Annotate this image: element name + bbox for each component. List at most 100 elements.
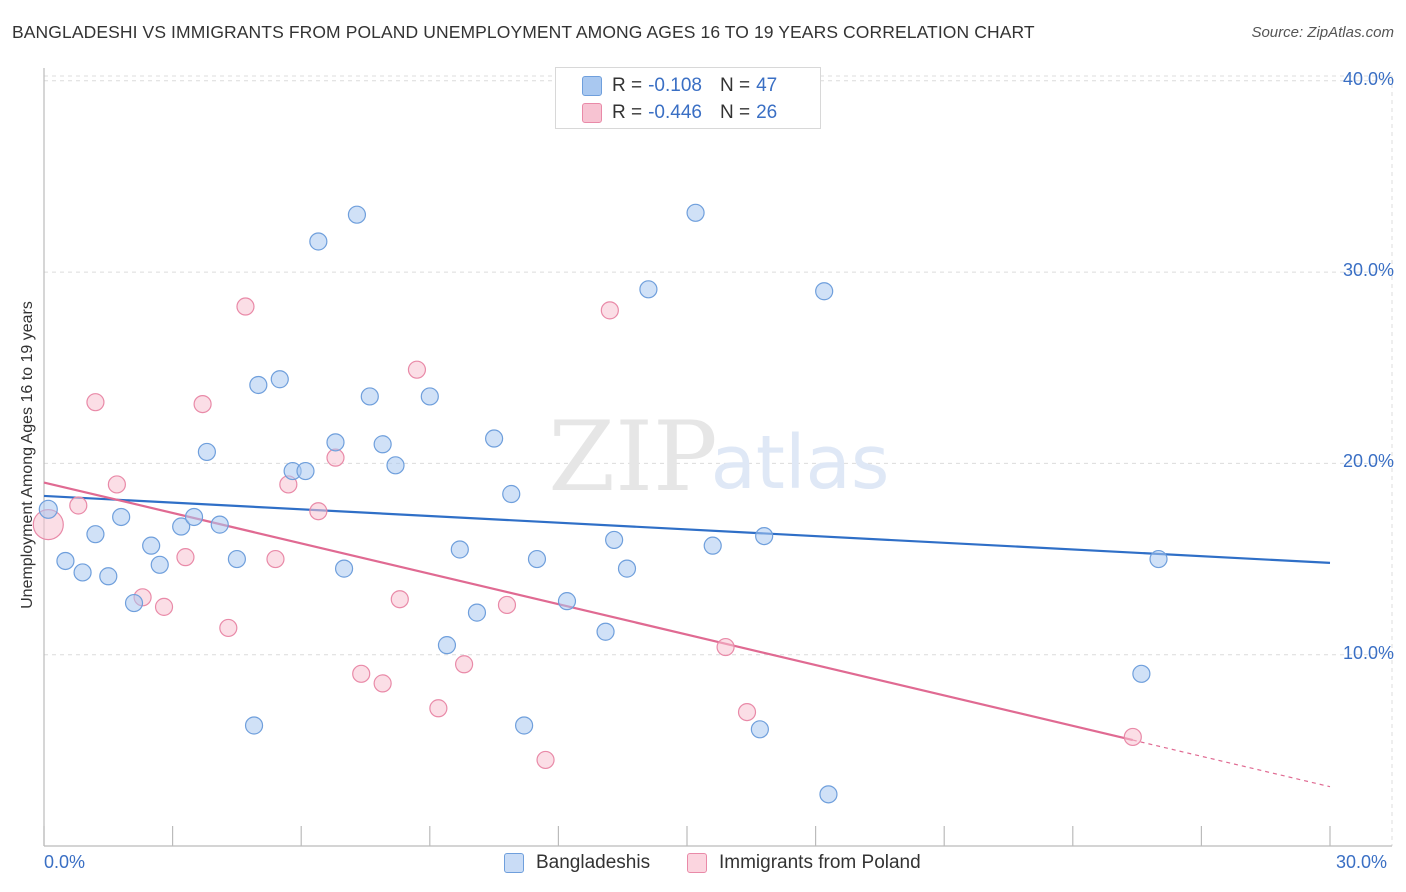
point-bangladeshis xyxy=(347,205,367,224)
point-poland xyxy=(219,618,238,638)
point-bangladeshis xyxy=(99,567,118,586)
point-bangladeshis xyxy=(639,280,658,299)
point-bangladeshis xyxy=(703,536,722,555)
point-bangladeshis xyxy=(227,549,246,569)
legend-label-bangladeshis: Bangladeshis xyxy=(536,852,651,873)
point-poland xyxy=(309,502,328,521)
point-bangladeshis xyxy=(244,716,264,735)
point-bangladeshis xyxy=(197,442,216,462)
point-bangladeshis xyxy=(386,456,405,475)
legend-row-poland: R = -0.446 N = 26 xyxy=(582,100,777,126)
point-bangladeshis xyxy=(56,551,75,571)
point-bangladeshis xyxy=(686,203,705,222)
point-bangladeshis xyxy=(515,716,534,735)
legend-swatch-bangladeshis xyxy=(582,76,602,96)
point-bangladeshis xyxy=(450,540,469,559)
point-poland xyxy=(536,750,555,770)
trend-line-0 xyxy=(43,494,1331,564)
legend-swatch-poland xyxy=(687,853,707,873)
point-bangladeshis xyxy=(755,526,774,546)
point-poland xyxy=(716,637,735,657)
point-bangladeshis xyxy=(309,232,328,251)
point-bangladeshis xyxy=(86,525,105,544)
point-bangladeshis xyxy=(172,517,191,536)
legend-r-label: R = xyxy=(612,102,643,123)
point-bangladeshis xyxy=(420,387,439,406)
point-bangladeshis xyxy=(437,636,457,655)
point-poland xyxy=(390,590,409,609)
point-bangladeshis xyxy=(334,559,354,578)
point-poland xyxy=(236,297,255,316)
chart-title: BANGLADESHI VS IMMIGRANTS FROM POLAND UN… xyxy=(12,22,1035,42)
point-poland xyxy=(326,448,345,467)
point-bangladeshis xyxy=(296,461,315,481)
trend-line-extension-1 xyxy=(1132,739,1331,788)
point-bangladeshis xyxy=(502,484,521,504)
legend-n-value: 26 xyxy=(756,102,778,123)
point-poland xyxy=(154,597,174,616)
point-bangladeshis xyxy=(270,370,289,389)
legend-swatch-poland xyxy=(582,103,602,123)
point-bangladeshis xyxy=(184,507,204,527)
point-poland xyxy=(86,393,105,412)
point-poland xyxy=(454,655,474,674)
x-tick-max: 30.0% xyxy=(1336,852,1388,872)
legend-swatch-bangladeshis xyxy=(504,853,524,873)
point-poland xyxy=(193,394,212,414)
point-bangladeshis xyxy=(605,530,624,550)
series-legend: Bangladeshis Immigrants from Poland xyxy=(0,852,1406,876)
point-bangladeshis xyxy=(150,555,169,574)
point-poland xyxy=(737,702,757,722)
point-poland xyxy=(429,699,448,718)
point-bangladeshis xyxy=(38,499,58,519)
point-poland xyxy=(107,475,126,494)
point-bangladeshis xyxy=(467,603,487,622)
legend-row-bangladeshis: R = -0.108 N = 47 xyxy=(582,73,777,99)
point-bangladeshis xyxy=(373,435,392,454)
point-bangladeshis xyxy=(750,720,769,739)
point-bangladeshis xyxy=(1149,549,1168,569)
legend-n-value: 47 xyxy=(756,75,778,96)
point-bangladeshis xyxy=(73,563,92,582)
point-poland xyxy=(352,664,371,683)
correlation-legend: R = -0.108 N = 47 R = -0.446 N = 26 xyxy=(555,67,821,129)
source-credit: Source: ZipAtlas.com xyxy=(1251,24,1394,41)
watermark-atlas: atlas xyxy=(711,420,890,506)
y-tick-label: 20.0% xyxy=(1342,451,1394,472)
point-bangladeshis xyxy=(527,549,547,569)
legend-n-label: N = xyxy=(719,75,751,96)
point-poland xyxy=(69,496,88,515)
y-tick-label: 10.0% xyxy=(1342,642,1394,663)
point-poland xyxy=(407,360,427,379)
watermark-zip: ZIP xyxy=(548,401,717,513)
point-bangladeshis xyxy=(249,375,268,395)
point-poland xyxy=(1123,727,1142,747)
point-bangladeshis xyxy=(485,429,504,448)
axes xyxy=(43,68,1392,847)
y-tick-label: 40.0% xyxy=(1342,68,1394,89)
point-bangladeshis xyxy=(557,592,577,611)
point-bangladeshis xyxy=(326,433,345,452)
point-bangladeshis xyxy=(360,387,379,406)
point-bangladeshis xyxy=(142,536,161,555)
gridlines xyxy=(44,75,1393,846)
point-bangladeshis xyxy=(596,622,615,641)
legend-item-bangladeshis[interactable]: Bangladeshis xyxy=(504,852,650,874)
legend-label-poland: Immigrants from Poland xyxy=(719,852,921,873)
trend-line-1 xyxy=(43,481,1134,742)
point-bangladeshis xyxy=(1132,664,1151,683)
point-bangladeshis xyxy=(210,515,229,534)
point-bangladeshis xyxy=(617,559,637,578)
data-points xyxy=(32,203,1168,804)
legend-item-poland[interactable]: Immigrants from Poland xyxy=(687,852,921,874)
x-tick-min: 0.0% xyxy=(44,852,86,872)
legend-r-value: -0.446 xyxy=(648,102,702,123)
y-tick-label: 30.0% xyxy=(1342,260,1394,281)
point-poland xyxy=(600,301,619,320)
point-bangladeshis xyxy=(112,507,131,527)
legend-r-label: R = xyxy=(612,75,643,96)
point-poland xyxy=(373,674,392,693)
point-bangladeshis xyxy=(815,282,834,301)
point-poland xyxy=(266,549,285,569)
